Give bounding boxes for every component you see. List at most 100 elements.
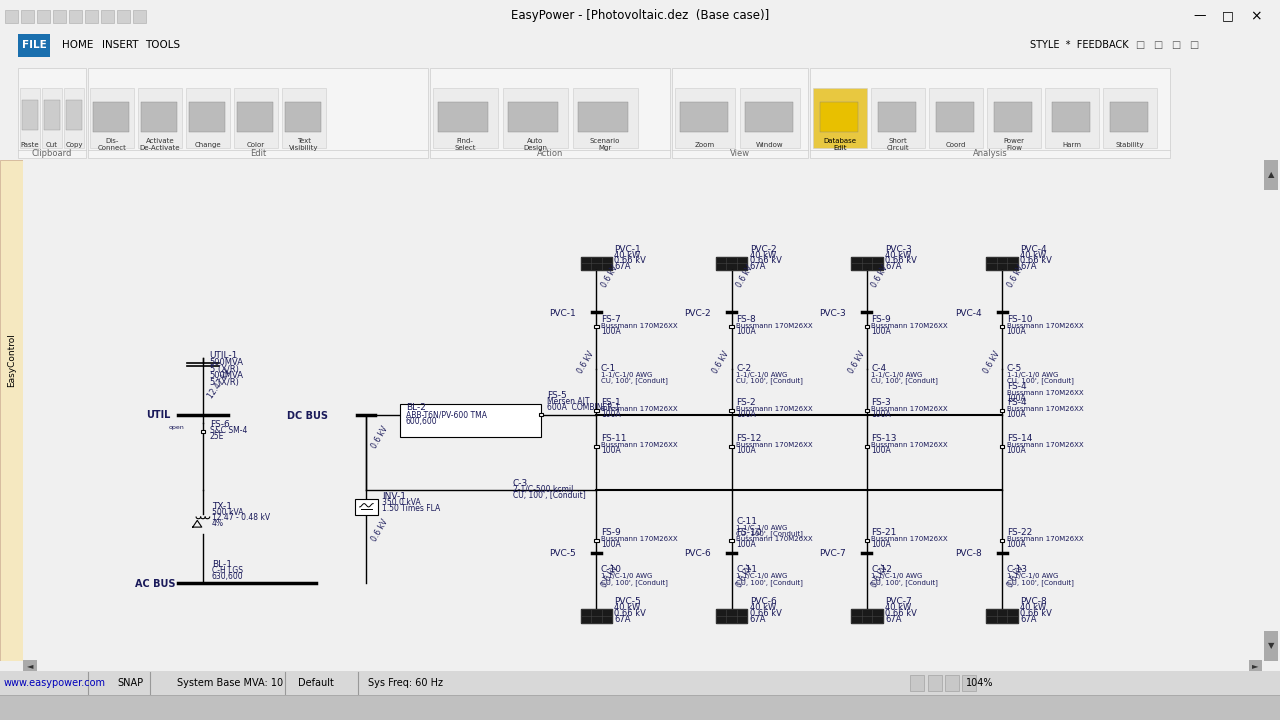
Text: 350.0 kVA: 350.0 kVA	[383, 498, 421, 508]
Text: Bussmann 170M26XX: Bussmann 170M26XX	[736, 442, 813, 449]
Text: 500MVA: 500MVA	[210, 372, 243, 380]
Bar	[237, 102, 273, 132]
Bar	[865, 325, 869, 328]
Text: □: □	[1171, 40, 1180, 50]
Text: 40 kW: 40 kW	[750, 251, 776, 260]
Text: PVC-3: PVC-3	[819, 309, 846, 318]
Text: 67A: 67A	[884, 615, 901, 624]
Text: CU, 100', [Conduit]: CU, 100', [Conduit]	[600, 579, 668, 586]
Bar	[1000, 539, 1005, 542]
Text: □: □	[1135, 40, 1144, 50]
Text: 1-1/C-1/0 AWG: 1-1/C-1/0 AWG	[1006, 372, 1059, 378]
Text: CU, 100', [Conduit]: CU, 100', [Conduit]	[1006, 579, 1074, 586]
Text: Dis-
Connect: Dis- Connect	[97, 138, 127, 151]
Text: PVC-5: PVC-5	[614, 598, 641, 606]
Text: FS-11: FS-11	[600, 434, 626, 444]
Text: 0.66 kV: 0.66 kV	[884, 609, 916, 618]
Text: Coord: Coord	[946, 142, 966, 148]
Text: System Base MVA: 10: System Base MVA: 10	[177, 678, 283, 688]
Text: 5 (X/R): 5 (X/R)	[210, 365, 238, 374]
Text: 0.6 kV: 0.6 kV	[870, 264, 890, 289]
Text: 0.6 kV: 0.6 kV	[846, 349, 867, 374]
Text: 100A: 100A	[1006, 327, 1027, 336]
Text: PVC-4: PVC-4	[955, 309, 982, 318]
Text: 1-1/C-1/0 AWG: 1-1/C-1/0 AWG	[736, 525, 787, 531]
Text: PVC-1: PVC-1	[549, 309, 576, 318]
Text: Scenario
Mgr: Scenario Mgr	[590, 138, 621, 151]
Bar	[285, 102, 321, 132]
Text: Bussmann 170M26XX: Bussmann 170M26XX	[600, 323, 677, 329]
Text: C-11: C-11	[736, 517, 758, 526]
Text: FS-9: FS-9	[872, 315, 891, 324]
Text: 67A: 67A	[1020, 262, 1037, 271]
Bar	[730, 539, 733, 542]
Bar	[64, 89, 84, 148]
Bar	[995, 102, 1032, 132]
Text: Activate
De-Activate: Activate De-Activate	[140, 138, 180, 151]
Text: 25E: 25E	[210, 432, 224, 441]
Text: 67A: 67A	[750, 615, 767, 624]
Bar	[18, 68, 86, 158]
Text: 100A: 100A	[1006, 446, 1027, 455]
Text: 100A: 100A	[872, 327, 891, 336]
Text: PVC-2: PVC-2	[685, 309, 710, 318]
Text: CU, 100', [Conduit]: CU, 100', [Conduit]	[1006, 378, 1074, 384]
Text: FS-9: FS-9	[600, 528, 621, 538]
Text: 0.66 kV: 0.66 kV	[614, 609, 646, 618]
Bar	[90, 89, 134, 148]
Text: 0.6 kV: 0.6 kV	[712, 349, 731, 374]
Text: UTIL-1: UTIL-1	[210, 351, 238, 360]
Text: Action: Action	[536, 149, 563, 158]
Text: □: □	[1222, 9, 1234, 22]
Bar	[573, 89, 637, 148]
Text: C-10: C-10	[600, 565, 622, 575]
Text: INSERT: INSERT	[101, 40, 138, 50]
Text: CU, 100', [Conduit]: CU, 100', [Conduit]	[872, 378, 938, 384]
Text: Harm: Harm	[1062, 142, 1082, 148]
Text: CU, 100', [Conduit]: CU, 100', [Conduit]	[736, 531, 803, 537]
Bar	[581, 257, 612, 270]
Bar	[18, 35, 50, 58]
Text: FS-8: FS-8	[736, 315, 756, 324]
Text: □: □	[1189, 40, 1198, 50]
Bar	[929, 89, 983, 148]
Text: PVC-6: PVC-6	[685, 549, 710, 559]
Text: 0.6 kV: 0.6 kV	[735, 264, 755, 289]
Bar	[730, 325, 733, 328]
Text: Bussmann 170M26XX: Bussmann 170M26XX	[736, 323, 813, 329]
Text: C-1: C-1	[600, 364, 616, 373]
Text: www.easypower.com: www.easypower.com	[4, 678, 106, 688]
Text: PVC-1: PVC-1	[614, 245, 641, 253]
Bar	[234, 89, 278, 148]
Text: INV-1: INV-1	[383, 492, 406, 501]
Bar	[0, 671, 1280, 695]
Text: Stability: Stability	[1116, 142, 1144, 148]
Text: 100A: 100A	[872, 446, 891, 455]
Bar	[910, 675, 924, 691]
Text: C-3: C-3	[513, 479, 529, 488]
Bar	[675, 89, 735, 148]
Text: CU, 100', [Conduit]: CU, 100', [Conduit]	[600, 378, 668, 384]
Text: 40 kW: 40 kW	[884, 251, 911, 260]
Bar	[503, 89, 568, 148]
Bar	[987, 609, 1018, 623]
Text: FS-4: FS-4	[1006, 398, 1027, 408]
Text: EasyControl: EasyControl	[6, 333, 17, 387]
Text: 0.66 kV: 0.66 kV	[884, 256, 916, 266]
Bar	[594, 445, 599, 448]
Text: FS-2: FS-2	[736, 398, 755, 408]
Bar	[928, 675, 942, 691]
Text: 2-1/C-500 kcmil: 2-1/C-500 kcmil	[513, 485, 573, 494]
Text: PVC-4: PVC-4	[1020, 245, 1047, 253]
Bar	[813, 89, 867, 148]
Text: C-5: C-5	[1006, 364, 1021, 373]
Bar	[810, 68, 1170, 158]
Text: 100A: 100A	[600, 540, 621, 549]
Text: 0.6 kV: 0.6 kV	[600, 563, 620, 589]
Bar	[740, 89, 800, 148]
Polygon shape	[851, 257, 883, 270]
Bar	[1000, 409, 1005, 412]
Text: 1-1/C-1/0 AWG: 1-1/C-1/0 AWG	[1006, 573, 1059, 580]
Text: FS-10: FS-10	[736, 528, 762, 538]
Text: Paste: Paste	[20, 142, 40, 148]
